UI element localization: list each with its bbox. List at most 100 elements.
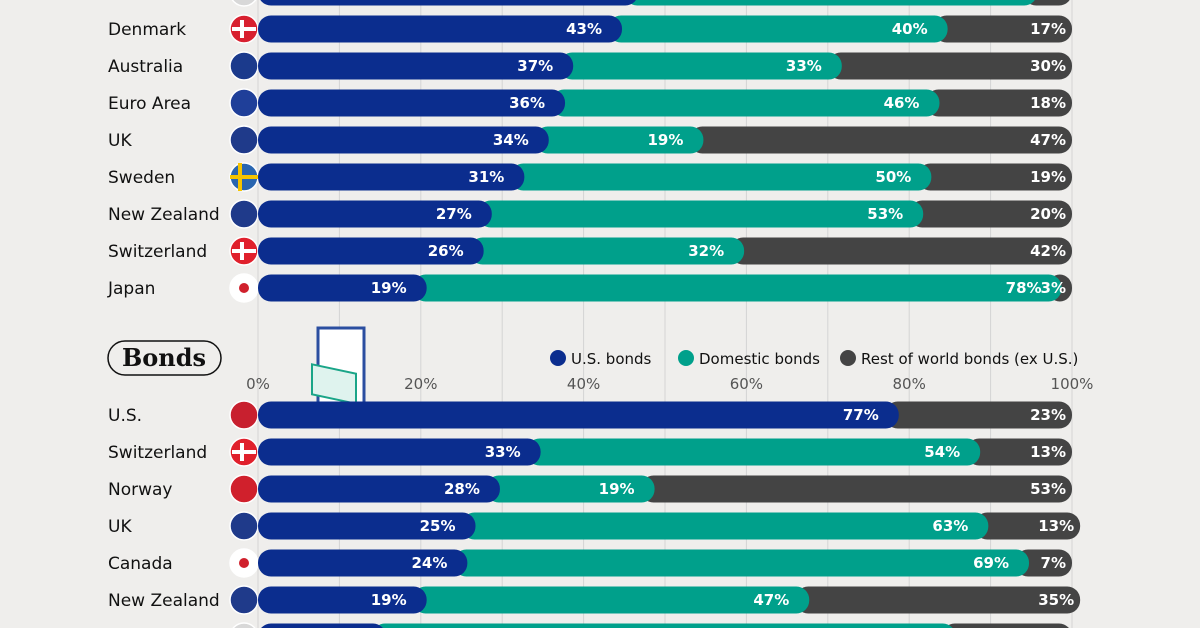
bar-domestic: [412, 586, 810, 614]
bar-us: [258, 200, 492, 228]
bar-row: [231, 0, 1070, 7]
bar-row: Norway 28% 19% 53%: [108, 474, 1072, 504]
value-label: 28%: [444, 480, 480, 498]
x-tick-label: 40%: [567, 375, 600, 393]
bar-domestic: [551, 89, 940, 117]
value-label: 19%: [648, 131, 684, 149]
bar-domestic: [510, 163, 932, 191]
legend-label: Rest of world bonds (ex U.S.): [861, 350, 1078, 368]
country-label: Japan: [107, 279, 155, 299]
legend-swatch: [678, 350, 694, 366]
country-label: Sweden: [108, 168, 175, 188]
value-label: 27%: [436, 205, 472, 223]
bar-us: [258, 237, 484, 265]
bar-rest: [1025, 0, 1070, 6]
value-label: 40%: [892, 20, 928, 38]
bar-us: [258, 52, 574, 80]
value-label: 30%: [1030, 57, 1066, 75]
value-label: 43%: [566, 20, 602, 38]
country-label: New Zealand: [108, 205, 220, 225]
country-label: UK: [108, 131, 132, 151]
value-label: 7%: [1041, 554, 1066, 572]
value-label: 24%: [411, 554, 447, 572]
country-label: Australia: [108, 57, 183, 77]
bar-domestic: [559, 52, 842, 80]
bar-rest: [827, 52, 1072, 80]
australia-flag-icon: [229, 51, 259, 81]
bar-domestic: [453, 549, 1030, 577]
country-label: New Zealand: [108, 591, 220, 611]
value-label: 19%: [599, 480, 635, 498]
value-label: 53%: [867, 205, 903, 223]
x-tick-label: 100%: [1051, 375, 1094, 393]
flag-detail: [232, 450, 256, 454]
value-label: 31%: [468, 168, 504, 186]
country-label: UK: [108, 517, 132, 537]
bar-domestic: [526, 438, 981, 466]
bar-us: [258, 89, 566, 117]
bar-us: [258, 163, 525, 191]
bar-rest: [966, 438, 1072, 466]
bar-us: [258, 512, 476, 540]
bar-row: Japan 19% 78%3%: [107, 273, 1072, 303]
bar-domestic: [469, 237, 745, 265]
uk-flag-icon: [229, 125, 259, 155]
bar-row: [232, 622, 1069, 628]
value-label: 17%: [1030, 20, 1066, 38]
bar-rest: [884, 401, 1072, 429]
value-label: 47%: [1030, 131, 1066, 149]
bar-us: [260, 0, 636, 6]
bar-row: New Zealand 27% 53% 20%: [108, 199, 1072, 229]
bar-row: Switzerland 26% 32% 42%: [108, 236, 1072, 266]
bar-row: Canada 24% 69% 7%: [108, 548, 1072, 578]
legend-label: U.S. bonds: [571, 350, 652, 368]
bar-us: [258, 126, 549, 154]
bar-rest: [640, 475, 1072, 503]
bar-rest: [974, 512, 1081, 540]
flag-icon: [231, 0, 257, 7]
bar-rest: [909, 200, 1072, 228]
flag-detail: [232, 249, 256, 253]
bar-us: [258, 586, 427, 614]
new-zealand-flag-icon: [229, 585, 259, 615]
legend-swatch: [840, 350, 856, 366]
bar-domestic: [626, 0, 1035, 6]
bar-row: Denmark 43% 40% 17%: [108, 14, 1072, 44]
value-label: 33%: [786, 57, 822, 75]
bar-domestic: [375, 623, 953, 628]
bar-domestic: [534, 126, 704, 154]
x-tick-label: 0%: [246, 375, 270, 393]
flag-icon: [232, 622, 256, 628]
section-title: Bonds: [122, 343, 206, 372]
value-label: 77%: [843, 406, 879, 424]
bar-domestic: [477, 200, 924, 228]
bar-rest: [795, 586, 1081, 614]
value-label: 63%: [932, 517, 968, 535]
bar-us: [258, 274, 427, 302]
country-label: Canada: [108, 554, 173, 574]
bar-us: [258, 475, 500, 503]
bar-rest: [1015, 549, 1072, 577]
value-label: 42%: [1030, 242, 1066, 260]
country-label: Norway: [108, 480, 173, 500]
flag-detail: [239, 558, 249, 568]
value-label: 23%: [1030, 406, 1066, 424]
bar-domestic: [412, 274, 1062, 302]
x-tick-label: 80%: [893, 375, 926, 393]
value-label: 19%: [371, 591, 407, 609]
value-label: 54%: [924, 443, 960, 461]
bar-domestic: [485, 475, 655, 503]
value-label: 34%: [493, 131, 529, 149]
value-label: 20%: [1030, 205, 1066, 223]
value-label: 19%: [1030, 168, 1066, 186]
x-tick-label: 20%: [404, 375, 437, 393]
norway-flag-icon: [229, 474, 259, 504]
bar-us: [261, 623, 383, 628]
flag-detail: [230, 175, 258, 179]
bar-us: [258, 401, 899, 429]
bar-row: Euro Area 36% 46% 18%: [108, 88, 1072, 118]
legend-label: Domestic bonds: [699, 350, 820, 368]
section-badge: [107, 340, 222, 376]
value-label: 13%: [1030, 443, 1066, 461]
